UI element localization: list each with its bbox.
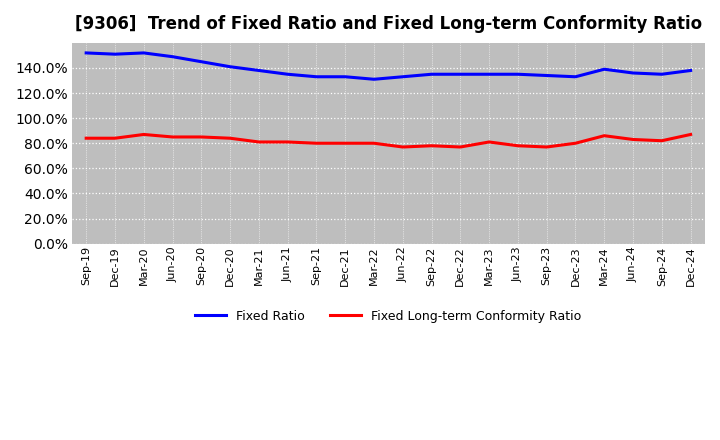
- Fixed Ratio: [686, 68, 695, 73]
- Fixed Long-term Conformity Ratio: [657, 138, 666, 143]
- Fixed Long-term Conformity Ratio: [82, 136, 91, 141]
- Fixed Ratio: [284, 72, 292, 77]
- Fixed Long-term Conformity Ratio: [168, 134, 177, 139]
- Fixed Long-term Conformity Ratio: [226, 136, 235, 141]
- Fixed Long-term Conformity Ratio: [284, 139, 292, 145]
- Fixed Long-term Conformity Ratio: [600, 133, 608, 138]
- Fixed Long-term Conformity Ratio: [341, 141, 349, 146]
- Fixed Long-term Conformity Ratio: [686, 132, 695, 137]
- Fixed Long-term Conformity Ratio: [312, 141, 321, 146]
- Fixed Long-term Conformity Ratio: [629, 137, 637, 142]
- Fixed Ratio: [255, 68, 264, 73]
- Fixed Ratio: [111, 51, 120, 57]
- Fixed Ratio: [657, 72, 666, 77]
- Fixed Ratio: [398, 74, 407, 79]
- Fixed Ratio: [197, 59, 206, 64]
- Fixed Ratio: [629, 70, 637, 76]
- Fixed Ratio: [485, 72, 493, 77]
- Fixed Ratio: [600, 66, 608, 72]
- Fixed Long-term Conformity Ratio: [427, 143, 436, 148]
- Line: Fixed Ratio: Fixed Ratio: [86, 53, 690, 79]
- Fixed Ratio: [82, 50, 91, 55]
- Fixed Long-term Conformity Ratio: [255, 139, 264, 145]
- Fixed Ratio: [226, 64, 235, 70]
- Fixed Long-term Conformity Ratio: [456, 144, 464, 150]
- Fixed Long-term Conformity Ratio: [140, 132, 148, 137]
- Title: [9306]  Trend of Fixed Ratio and Fixed Long-term Conformity Ratio: [9306] Trend of Fixed Ratio and Fixed Lo…: [75, 15, 702, 33]
- Fixed Ratio: [542, 73, 551, 78]
- Fixed Ratio: [427, 72, 436, 77]
- Fixed Ratio: [571, 74, 580, 79]
- Fixed Ratio: [369, 77, 378, 82]
- Fixed Long-term Conformity Ratio: [542, 144, 551, 150]
- Fixed Ratio: [341, 74, 349, 79]
- Legend: Fixed Ratio, Fixed Long-term Conformity Ratio: Fixed Ratio, Fixed Long-term Conformity …: [190, 304, 587, 328]
- Fixed Ratio: [168, 54, 177, 59]
- Fixed Long-term Conformity Ratio: [197, 134, 206, 139]
- Line: Fixed Long-term Conformity Ratio: Fixed Long-term Conformity Ratio: [86, 135, 690, 147]
- Fixed Ratio: [513, 72, 522, 77]
- Fixed Long-term Conformity Ratio: [398, 144, 407, 150]
- Fixed Long-term Conformity Ratio: [571, 141, 580, 146]
- Fixed Long-term Conformity Ratio: [485, 139, 493, 145]
- Fixed Ratio: [140, 50, 148, 55]
- Fixed Ratio: [312, 74, 321, 79]
- Fixed Ratio: [456, 72, 464, 77]
- Fixed Long-term Conformity Ratio: [369, 141, 378, 146]
- Fixed Long-term Conformity Ratio: [513, 143, 522, 148]
- Fixed Long-term Conformity Ratio: [111, 136, 120, 141]
